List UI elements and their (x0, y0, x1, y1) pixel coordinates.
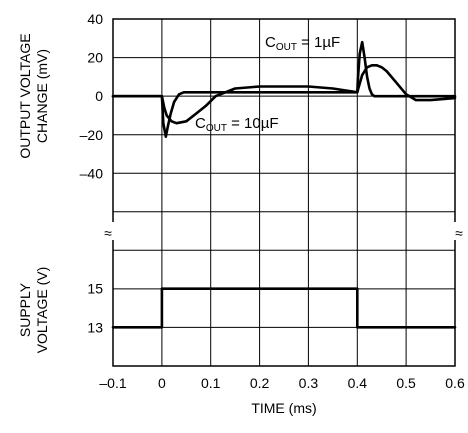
plot-frame (112, 18, 456, 367)
axis-break-right: ≈ (455, 225, 463, 241)
axis-break-gap (97, 222, 119, 240)
y-axis-label-bottom: SUPPLY VOLTAGE (V) (17, 267, 50, 354)
y-axis-label-top-line: OUTPUT VOLTAGE (17, 33, 33, 158)
x-tick-label: 0 (158, 375, 166, 391)
x-tick-label: 0.4 (348, 375, 368, 391)
y-tick-label-bottom: 15 (87, 281, 103, 297)
x-tick-label: 0.5 (396, 375, 416, 391)
x-tick-label: 0.6 (445, 375, 465, 391)
y-tick-label-top: 0 (95, 88, 103, 104)
y-tick-label-top: 40 (87, 11, 103, 27)
y-tick-label-bottom: 13 (87, 319, 103, 335)
y-axis-label-top: OUTPUT VOLTAGE CHANGE (mV) (17, 33, 50, 158)
x-tick-label: 0.2 (250, 375, 270, 391)
series-line-cout-1uf (111, 40, 457, 138)
axis-break-gap (448, 222, 468, 240)
y-axis-label-bottom-line: SUPPLY (17, 282, 33, 337)
y-tick-label-top: –20 (80, 127, 104, 143)
x-axis-label: TIME (ms) (251, 400, 316, 416)
y-axis-label-bottom-line: VOLTAGE (V) (34, 267, 50, 354)
x-tick-label: 0.1 (201, 375, 221, 391)
y-axis-label-top-line: CHANGE (mV) (34, 49, 50, 143)
annotation-cout-10uf: COUT = 10µF (195, 115, 279, 134)
y-tick-label-top: –40 (80, 165, 104, 181)
axis-break-left: ≈ (104, 225, 112, 241)
x-tick-label: –0.1 (99, 375, 126, 391)
series-line-cout-10uf (111, 64, 457, 125)
x-tick-label: 0.3 (299, 375, 319, 391)
series-line-supply-voltage (111, 287, 457, 329)
annotation-cout-1uf: COUT = 1µF (265, 34, 340, 53)
y-tick-label-top: 20 (87, 50, 103, 66)
